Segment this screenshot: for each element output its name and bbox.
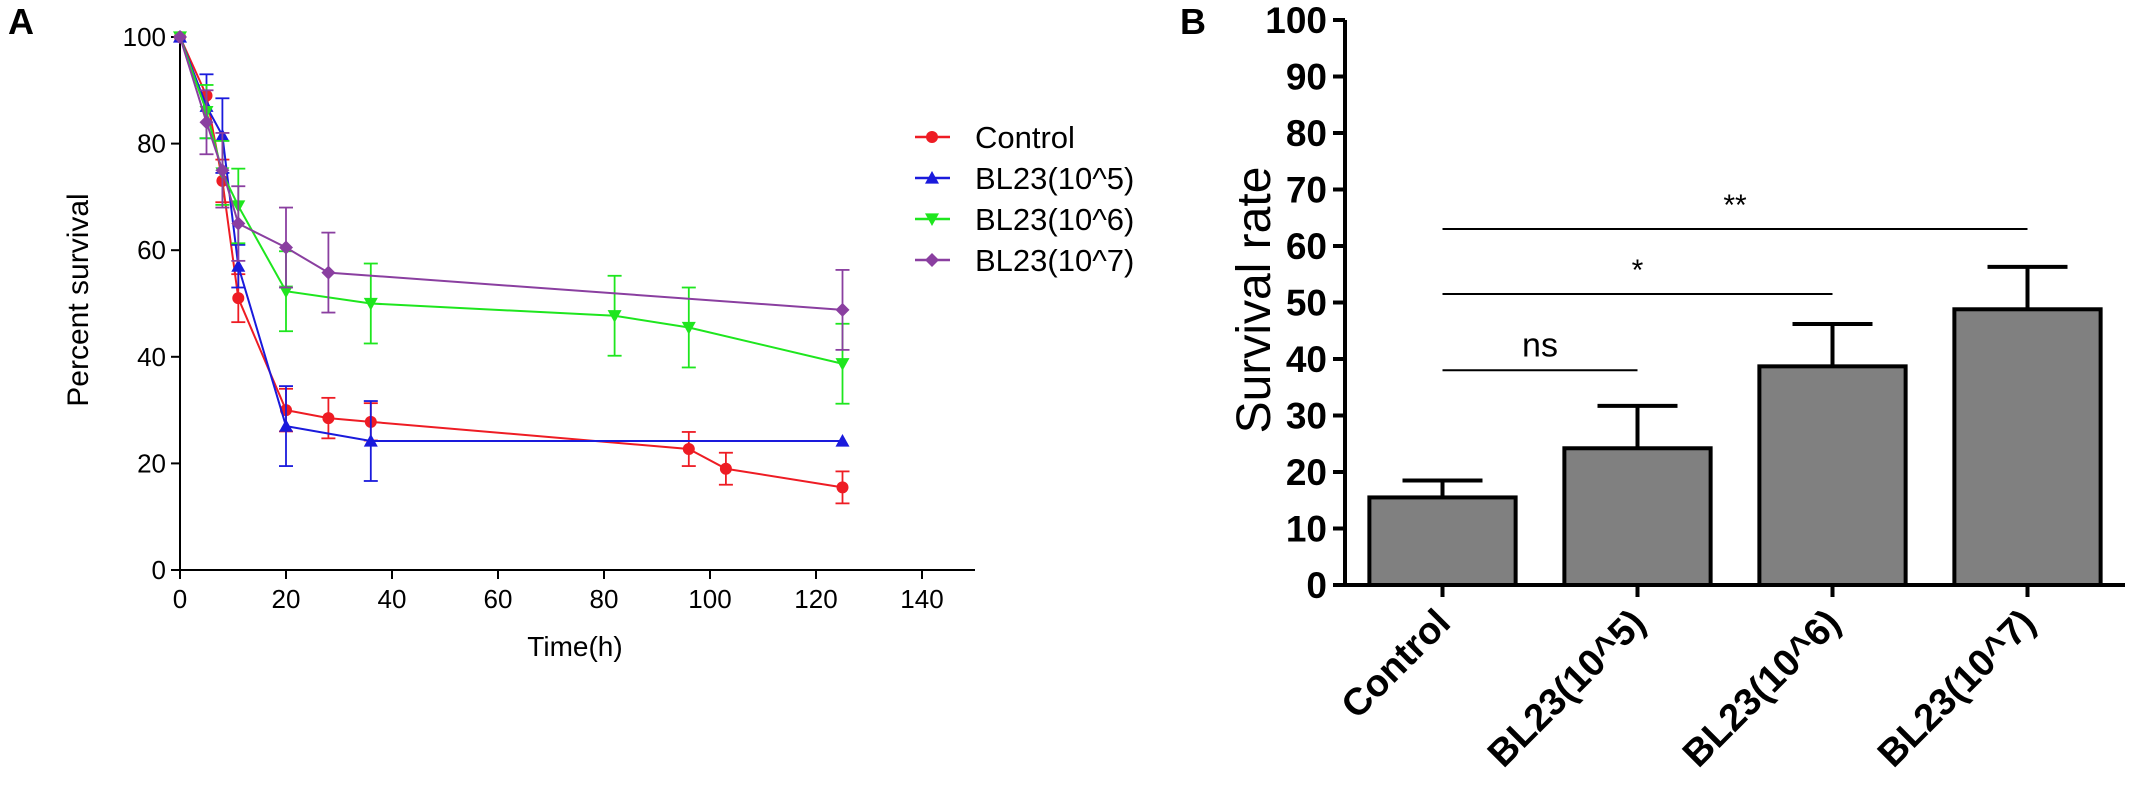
data-point <box>607 310 622 323</box>
chart-b-y-tick-label: 70 <box>1286 170 1327 211</box>
chart-a-y-tick-label: 80 <box>137 129 166 159</box>
chart-b-y-tick-label: 30 <box>1286 396 1327 437</box>
data-point <box>215 163 230 178</box>
data-point <box>681 321 696 335</box>
bar-group: Control <box>1334 478 1518 727</box>
series-line <box>179 36 843 365</box>
legend-label: BL23(10^5) <box>975 161 1134 196</box>
series-line <box>179 36 843 489</box>
bar-group: BL23(10^5) <box>1480 403 1713 776</box>
data-point <box>322 412 335 425</box>
chart-a-x-tick-label: 20 <box>272 584 301 614</box>
series-line <box>179 36 843 311</box>
chart-a-y-tick-label: 40 <box>137 342 166 372</box>
data-point <box>231 216 246 231</box>
panel-a-label: A <box>8 1 34 42</box>
chart-a-x-tick-label: 60 <box>484 584 513 614</box>
chart-a-y-tick-label: 0 <box>152 555 166 585</box>
chart-b-ylabel: Survival rate <box>1228 167 1281 434</box>
chart-b-y-tick-label: 80 <box>1286 113 1327 154</box>
chart-b-y-tick-label: 0 <box>1306 565 1327 606</box>
legend-item-bl23_5: BL23(10^5) <box>915 161 1134 196</box>
chart-b-y-tick-label: 50 <box>1286 283 1327 324</box>
legend-item-bl23_6: BL23(10^6) <box>915 202 1134 237</box>
legend-item-bl23_7: BL23(10^7) <box>915 243 1134 278</box>
data-point <box>835 302 850 317</box>
chart-a-x-tick-label: 80 <box>590 584 619 614</box>
data-point <box>279 240 293 255</box>
data-point <box>232 292 245 305</box>
chart-b-y-tick-label: 20 <box>1286 452 1327 493</box>
legend-marker <box>925 213 939 226</box>
chart-b-y-tick-label: 10 <box>1286 509 1327 550</box>
category-label: Control <box>1334 602 1459 727</box>
chart-a-ylabel: Percent survival <box>62 193 95 406</box>
data-point <box>682 443 695 456</box>
panel-b-label: B <box>1180 1 1206 42</box>
data-point <box>279 285 293 299</box>
bar <box>1757 364 1908 587</box>
series-bl23_6 <box>173 31 850 405</box>
significance-label: ns <box>1522 326 1558 364</box>
legend-item-control: Control <box>915 120 1075 155</box>
data-point <box>719 462 732 475</box>
survival-rate-bar-chart: 0 10 20 30 40 50 60 70 80 90 100 Control BL23(10^5)… <box>1228 0 2125 775</box>
significance-annotation: ** <box>1442 189 2028 231</box>
chart-b-y-tick-label: 90 <box>1286 57 1327 98</box>
chart-a-y-tick-label: 60 <box>137 235 166 265</box>
chart-a-y-tick-label: 100 <box>123 22 166 52</box>
chart-a-x-tick-label: 40 <box>378 584 407 614</box>
category-label: BL23(10^6) <box>1675 602 1849 776</box>
legend-marker <box>925 253 939 267</box>
chart-a-xlabel: Time(h) <box>527 631 622 662</box>
data-point <box>835 434 850 447</box>
chart-b-y-tick-label: 40 <box>1286 339 1327 380</box>
chart-a-y-tick-label: 20 <box>137 448 166 478</box>
category-label: BL23(10^7) <box>1870 602 2044 776</box>
legend-marker <box>926 131 938 143</box>
data-point <box>231 259 246 272</box>
significance-label: * <box>1632 254 1644 287</box>
significance-label: ** <box>1723 189 1747 222</box>
bar <box>1562 446 1713 587</box>
series-control <box>174 31 850 505</box>
data-point <box>835 358 850 371</box>
data-point <box>199 115 214 130</box>
chart-a-x-tick-label: 120 <box>794 584 837 614</box>
legend-label: BL23(10^6) <box>975 202 1134 237</box>
significance-annotation: * <box>1442 254 1833 296</box>
chart-a-x-tick-label: 140 <box>900 584 943 614</box>
legend-label: Control <box>975 120 1075 155</box>
chart-a-x-tick-label: 0 <box>173 584 187 614</box>
survival-curve-chart: 0 20 40 60 80 100 120 140 0 20 40 60 80 100 Control BL… <box>62 22 1134 662</box>
legend-marker <box>925 171 939 184</box>
series-bl23_7 <box>173 30 850 351</box>
significance-annotation: ns <box>1442 326 1638 372</box>
chart-b-y-tick-label: 100 <box>1265 0 1327 41</box>
series-line <box>179 36 843 443</box>
category-label: BL23(10^5) <box>1480 602 1654 776</box>
bar <box>1367 495 1518 587</box>
chart-b-y-tick-label: 60 <box>1286 226 1327 267</box>
series-bl23_5 <box>173 30 850 482</box>
data-point <box>363 434 378 447</box>
chart-a-x-tick-label: 100 <box>688 584 731 614</box>
data-point <box>321 265 336 280</box>
data-point <box>173 30 187 44</box>
legend-label: BL23(10^7) <box>975 243 1134 278</box>
data-point <box>363 297 378 311</box>
bar <box>1952 307 2103 587</box>
data-point <box>836 481 849 494</box>
data-point <box>279 419 293 432</box>
